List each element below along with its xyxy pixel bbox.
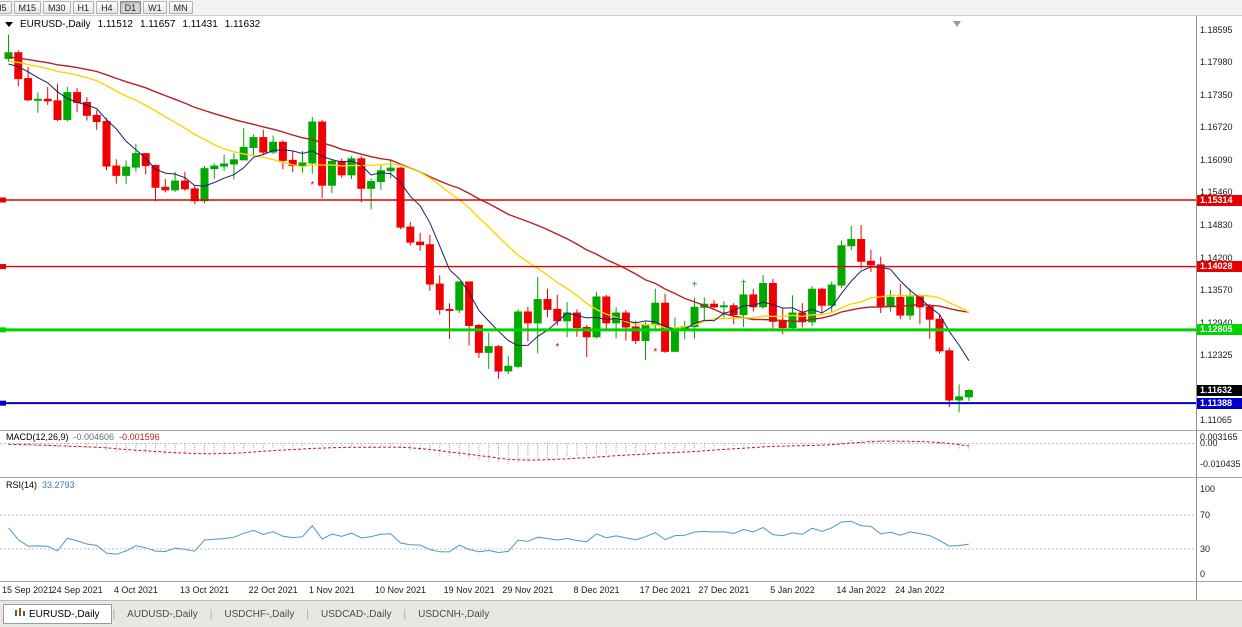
price-tag-1.12805: 1.12805 xyxy=(1197,324,1242,336)
timeframe-button-H4[interactable]: H4 xyxy=(96,1,118,14)
rsi-line xyxy=(8,520,969,555)
date-label: 24 Sep 2021 xyxy=(51,585,103,595)
date-label: 19 Nov 2021 xyxy=(443,585,495,595)
ohlc-high: 1.11657 xyxy=(139,19,176,30)
date-label: 27 Dec 2021 xyxy=(698,585,750,595)
timeframe-button-M15[interactable]: M15 xyxy=(13,1,42,14)
current-price-tag: 1.11632 xyxy=(1197,385,1242,397)
date-label: 14 Jan 2022 xyxy=(836,585,886,595)
price-axis[interactable]: 1.18595 1.17980 1.17350 1.16720 1.16090 1.154… xyxy=(1197,16,1242,600)
chart-tab-audusd-daily[interactable]: AUDUSD-,Daily xyxy=(116,604,209,624)
price-axis-label: 1.16720 xyxy=(1200,122,1233,133)
date-label: 13 Oct 2021 xyxy=(179,585,230,595)
window-tabs-bar: EURUSD-,Daily | AUDUSD-,Daily | USDCHF-,Dail… xyxy=(0,600,1242,627)
rsi-axis-label: 0 xyxy=(1200,569,1206,579)
signal-marker: + xyxy=(692,280,698,291)
ohlc-close: 1.11632 xyxy=(224,19,261,30)
line-edge-mark xyxy=(0,197,6,203)
chart-tab-eurusd-daily[interactable]: EURUSD-,Daily xyxy=(3,604,112,624)
macd-axis-label: 0.003165 xyxy=(1200,431,1238,442)
symbol-dropdown-icon[interactable] xyxy=(5,22,13,27)
rsi-axis-label: 30 xyxy=(1200,543,1211,554)
price-axis-label: 1.12940 xyxy=(1200,317,1233,328)
chart-tab-usdcad-daily[interactable]: USDCAD-,Daily xyxy=(310,604,403,624)
price-axis-label: 1.12325 xyxy=(1200,349,1233,360)
price-axis-label: 1.13570 xyxy=(1200,285,1233,296)
rsi-value: 33.2793 xyxy=(42,480,75,490)
macd-axis-label: 0.00 xyxy=(1200,438,1218,448)
price-axis-label: 1.14200 xyxy=(1200,252,1233,263)
line-edge-mark xyxy=(0,264,6,270)
date-label: 22 Oct 2021 xyxy=(248,585,298,595)
macd-indicator-label: MACD(12,26,9) -0.004606 -0.001596 xyxy=(6,432,160,442)
price-axis-label: 1.17980 xyxy=(1200,57,1233,68)
chart-tab-usdchf-daily[interactable]: USDCHF-,Daily xyxy=(213,604,305,624)
line-edge-mark xyxy=(0,400,6,406)
price-axis-label: 1.16090 xyxy=(1200,154,1233,165)
macd-histogram xyxy=(8,438,970,464)
tab-label: EURUSD-,Daily xyxy=(29,608,100,620)
signal-marker: + xyxy=(741,277,747,288)
date-label: 29 Nov 2021 xyxy=(502,585,554,595)
price-axis-label: 1.11065 xyxy=(1200,414,1232,425)
candles xyxy=(4,34,973,413)
macd-main-value: -0.004606 xyxy=(73,432,115,442)
rsi-axis-label: 70 xyxy=(1200,509,1211,520)
timeframe-button-M30[interactable]: M30 xyxy=(43,1,71,14)
timeframe-button-D1[interactable]: D1 xyxy=(119,1,142,14)
rsi-axis-label: 100 xyxy=(1200,484,1216,494)
price-axis-label: 1.17350 xyxy=(1200,89,1233,100)
date-label: 15 Sep 2021 xyxy=(2,585,54,595)
tab-separator: | xyxy=(112,608,116,620)
timeframe-button-H1[interactable]: H1 xyxy=(72,1,95,14)
chart-title: EURUSD-,Daily 1.11512 1.11657 1.11431 1.… xyxy=(5,19,260,30)
signal-marker: * xyxy=(653,347,657,358)
signal-marker: * xyxy=(555,342,559,353)
chart-symbol-label: EURUSD-,Daily xyxy=(20,19,91,30)
timeframe-button-MN[interactable]: MN xyxy=(168,1,193,14)
date-label: 8 Dec 2021 xyxy=(573,585,620,595)
tab-separator: | xyxy=(403,608,407,620)
chart-tab-usdcnh-daily[interactable]: USDCNH-,Daily xyxy=(407,604,500,624)
macd-signal-line xyxy=(8,440,969,461)
rsi-indicator-label: RSI(14) 33.2793 xyxy=(6,480,75,490)
ohlc-low: 1.11431 xyxy=(182,19,218,30)
chart-shift-marker xyxy=(953,21,961,27)
line-edge-mark xyxy=(0,327,6,333)
chart-icon xyxy=(15,607,25,621)
price-tag-1.11388: 1.11388 xyxy=(1197,397,1242,409)
price-axis-label: 1.18595 xyxy=(1200,25,1233,36)
date-label: 24 Jan 2022 xyxy=(895,585,945,595)
macd-axis-label: -0.010435 xyxy=(1200,458,1241,469)
macd-signal-value: -0.001596 xyxy=(119,432,160,442)
price-axis-label: 1.14830 xyxy=(1200,220,1233,231)
time-axis[interactable]: 15 Sep 2021 24 Sep 2021 4 Oct 2021 13 Oct 2… xyxy=(0,582,1196,600)
macd-name: MACD(12,26,9) xyxy=(6,432,69,442)
tab-label: USDCHF-,Daily xyxy=(224,608,295,620)
rsi-name: RSI(14) xyxy=(6,480,38,490)
date-label: 5 Jan 2022 xyxy=(770,585,815,595)
price-axis-label: 1.15460 xyxy=(1200,187,1233,198)
timeframe-button-W1[interactable]: W1 xyxy=(143,1,167,14)
tab-label: AUDUSD-,Daily xyxy=(127,608,198,620)
tab-label: USDCNH-,Daily xyxy=(418,608,490,620)
date-label: 17 Dec 2021 xyxy=(639,585,691,595)
ma-line-21 xyxy=(8,60,970,329)
price-tag-1.14028: 1.14028 xyxy=(1197,261,1242,273)
ma-line-6 xyxy=(8,63,970,361)
date-label: 4 Oct 2021 xyxy=(113,585,158,595)
tab-label: USDCAD-,Daily xyxy=(320,608,392,620)
date-label: 10 Nov 2021 xyxy=(374,585,427,595)
timeframe-toolbar: M5M15M30H1H4D1W1MN xyxy=(0,0,1242,16)
tab-separator: | xyxy=(306,608,309,620)
date-label: 1 Nov 2021 xyxy=(308,585,355,595)
tab-separator: | xyxy=(209,608,213,620)
signal-marker: * xyxy=(310,180,314,191)
price-tag-1.15314: 1.15314 xyxy=(1197,194,1242,206)
ohlc-open: 1.11512 xyxy=(97,19,133,30)
timeframe-button-M5[interactable]: M5 xyxy=(0,1,12,14)
ma-line-34 xyxy=(8,56,970,323)
